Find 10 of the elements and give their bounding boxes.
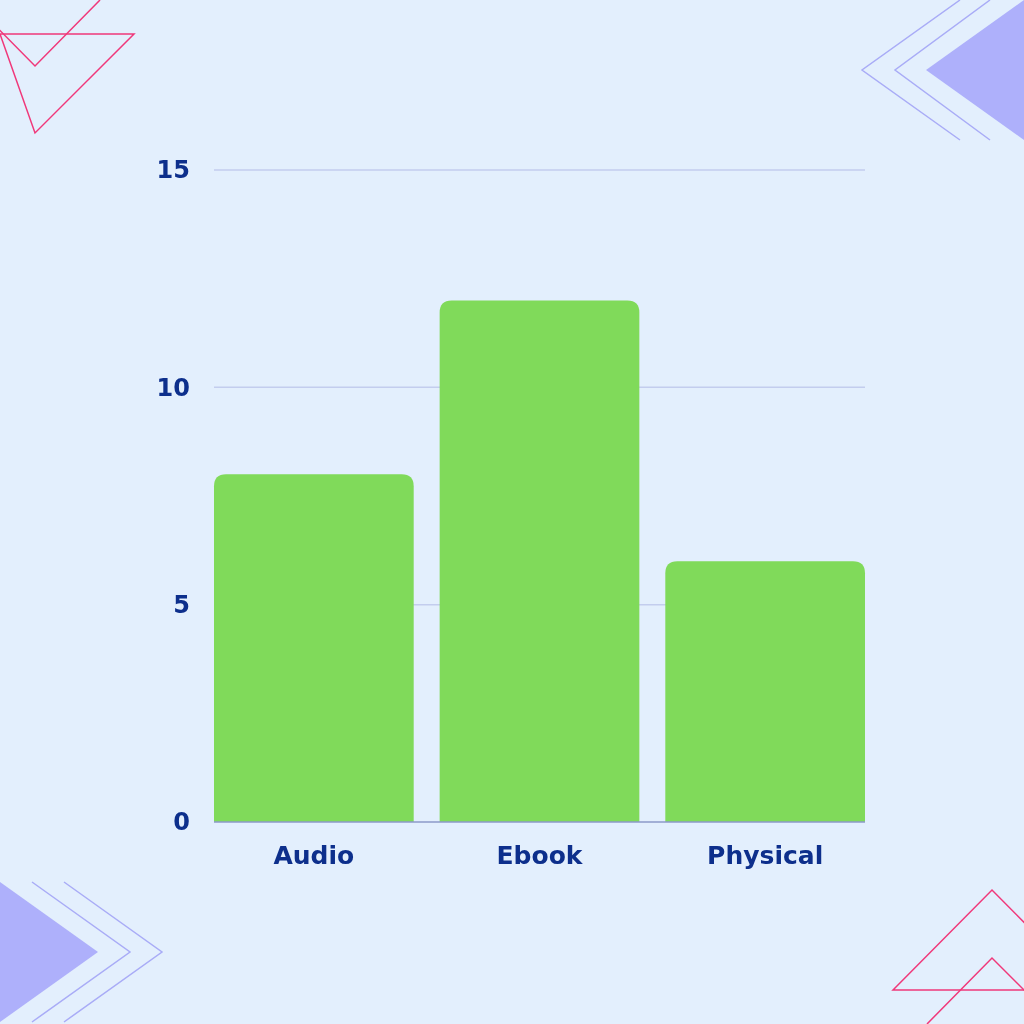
- y-tick-label: 10: [156, 373, 190, 402]
- x-tick-label: Audio: [273, 841, 355, 870]
- x-tick-label: Ebook: [496, 841, 584, 870]
- y-tick-label: 0: [173, 808, 190, 837]
- bar: [665, 561, 865, 822]
- y-tick-label: 5: [173, 591, 190, 620]
- bar: [214, 474, 414, 822]
- bar: [439, 300, 640, 822]
- x-tick-label: Physical: [707, 841, 824, 870]
- y-tick-label: 15: [156, 156, 190, 185]
